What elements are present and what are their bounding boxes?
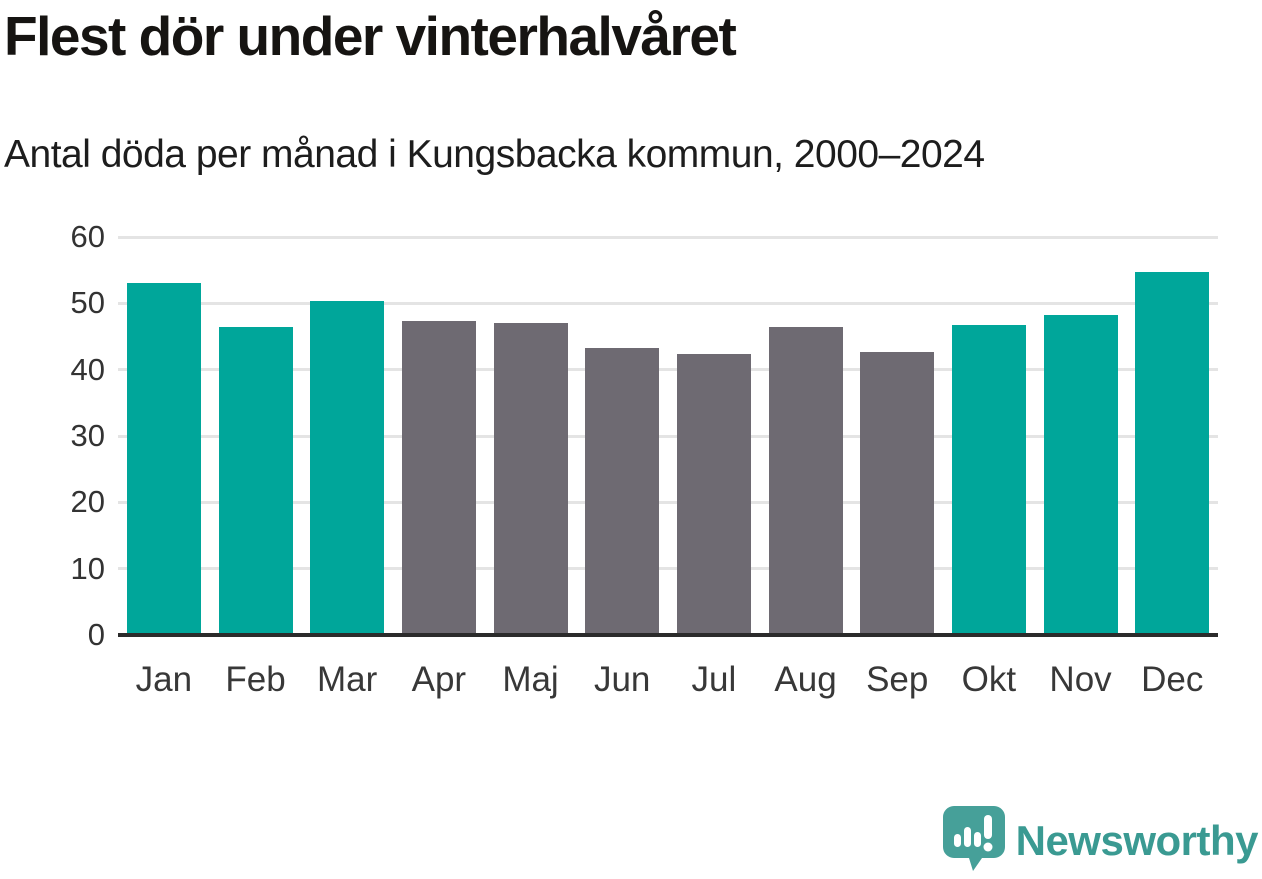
bar-maj (493, 322, 568, 635)
gridline-40 (118, 368, 1218, 372)
x-tick-label-apr: Apr (411, 660, 467, 699)
y-tick-label-60: 60 (70, 219, 105, 254)
bar-sep (860, 351, 935, 635)
x-tick-label-aug: Aug (774, 660, 837, 699)
x-tick-label-maj: Maj (502, 660, 559, 699)
chart-subtitle: Antal döda per månad i Kungsbacka kommun… (4, 133, 985, 176)
y-tick-label-50: 50 (70, 285, 105, 321)
bar-slot-apr (393, 237, 485, 635)
gridline-50 (118, 301, 1218, 305)
x-tick-label-jan: Jan (135, 660, 193, 699)
gridline-60 (118, 235, 1218, 239)
bar-slot-feb (210, 237, 302, 635)
x-axis-line (118, 633, 1218, 637)
bar-slot-maj (485, 237, 577, 635)
bar-feb (218, 327, 293, 635)
y-tick-label-10: 10 (70, 550, 105, 586)
bar-slot-jul (668, 237, 760, 635)
gridline-10 (118, 567, 1218, 571)
bar-nov (1043, 314, 1118, 635)
bar-slot-sep (851, 237, 943, 635)
bar-slot-mar (301, 237, 393, 635)
x-tick-label-okt: Okt (961, 660, 1017, 699)
x-tick-label-nov: Nov (1049, 660, 1112, 699)
bar-apr (401, 320, 476, 635)
y-tick-label-20: 20 (70, 484, 105, 520)
y-tick-label-40: 40 (70, 351, 105, 387)
gridline-30 (118, 434, 1218, 438)
x-tick-label-sep: Sep (866, 660, 929, 699)
bar-slot-okt (943, 237, 1035, 635)
newsworthy-logo: Newsworthy (942, 805, 1259, 878)
bar-slot-jun (576, 237, 668, 635)
x-tick-label-dec: Dec (1141, 660, 1204, 699)
bar-jul (676, 353, 751, 635)
x-tick-label-jun: Jun (593, 660, 651, 699)
bar-slot-jan (118, 237, 210, 635)
x-axis-tick-labels: Jan Feb Mar Apr Maj Jun Jul Aug Sep Okt Nov Dec (118, 660, 1218, 700)
x-tick-label-jul: Jul (691, 660, 737, 699)
y-tick-label-0: 0 (87, 617, 105, 652)
bar-dec (1135, 272, 1210, 635)
bar-aug (768, 327, 843, 635)
bar-slot-nov (1035, 237, 1127, 635)
x-tick-label-mar: Mar (317, 660, 378, 699)
y-tick-label-30: 30 (70, 418, 105, 453)
bar-okt (951, 325, 1026, 635)
bar-mar (310, 301, 385, 635)
bar-jan (126, 282, 201, 635)
bar-jun (585, 348, 660, 635)
gridline-20 (118, 500, 1218, 504)
chart-title: Flest dör under vinterhalvåret (4, 5, 737, 67)
bar-series (118, 237, 1218, 635)
bar-slot-dec (1126, 237, 1218, 635)
x-tick-label-feb: Feb (225, 660, 286, 699)
newsworthy-logo-text: Newsworthy (1015, 817, 1259, 864)
bar-chart-exclamation-speech-bubble-icon (942, 805, 1006, 878)
bar-slot-aug (760, 237, 852, 635)
